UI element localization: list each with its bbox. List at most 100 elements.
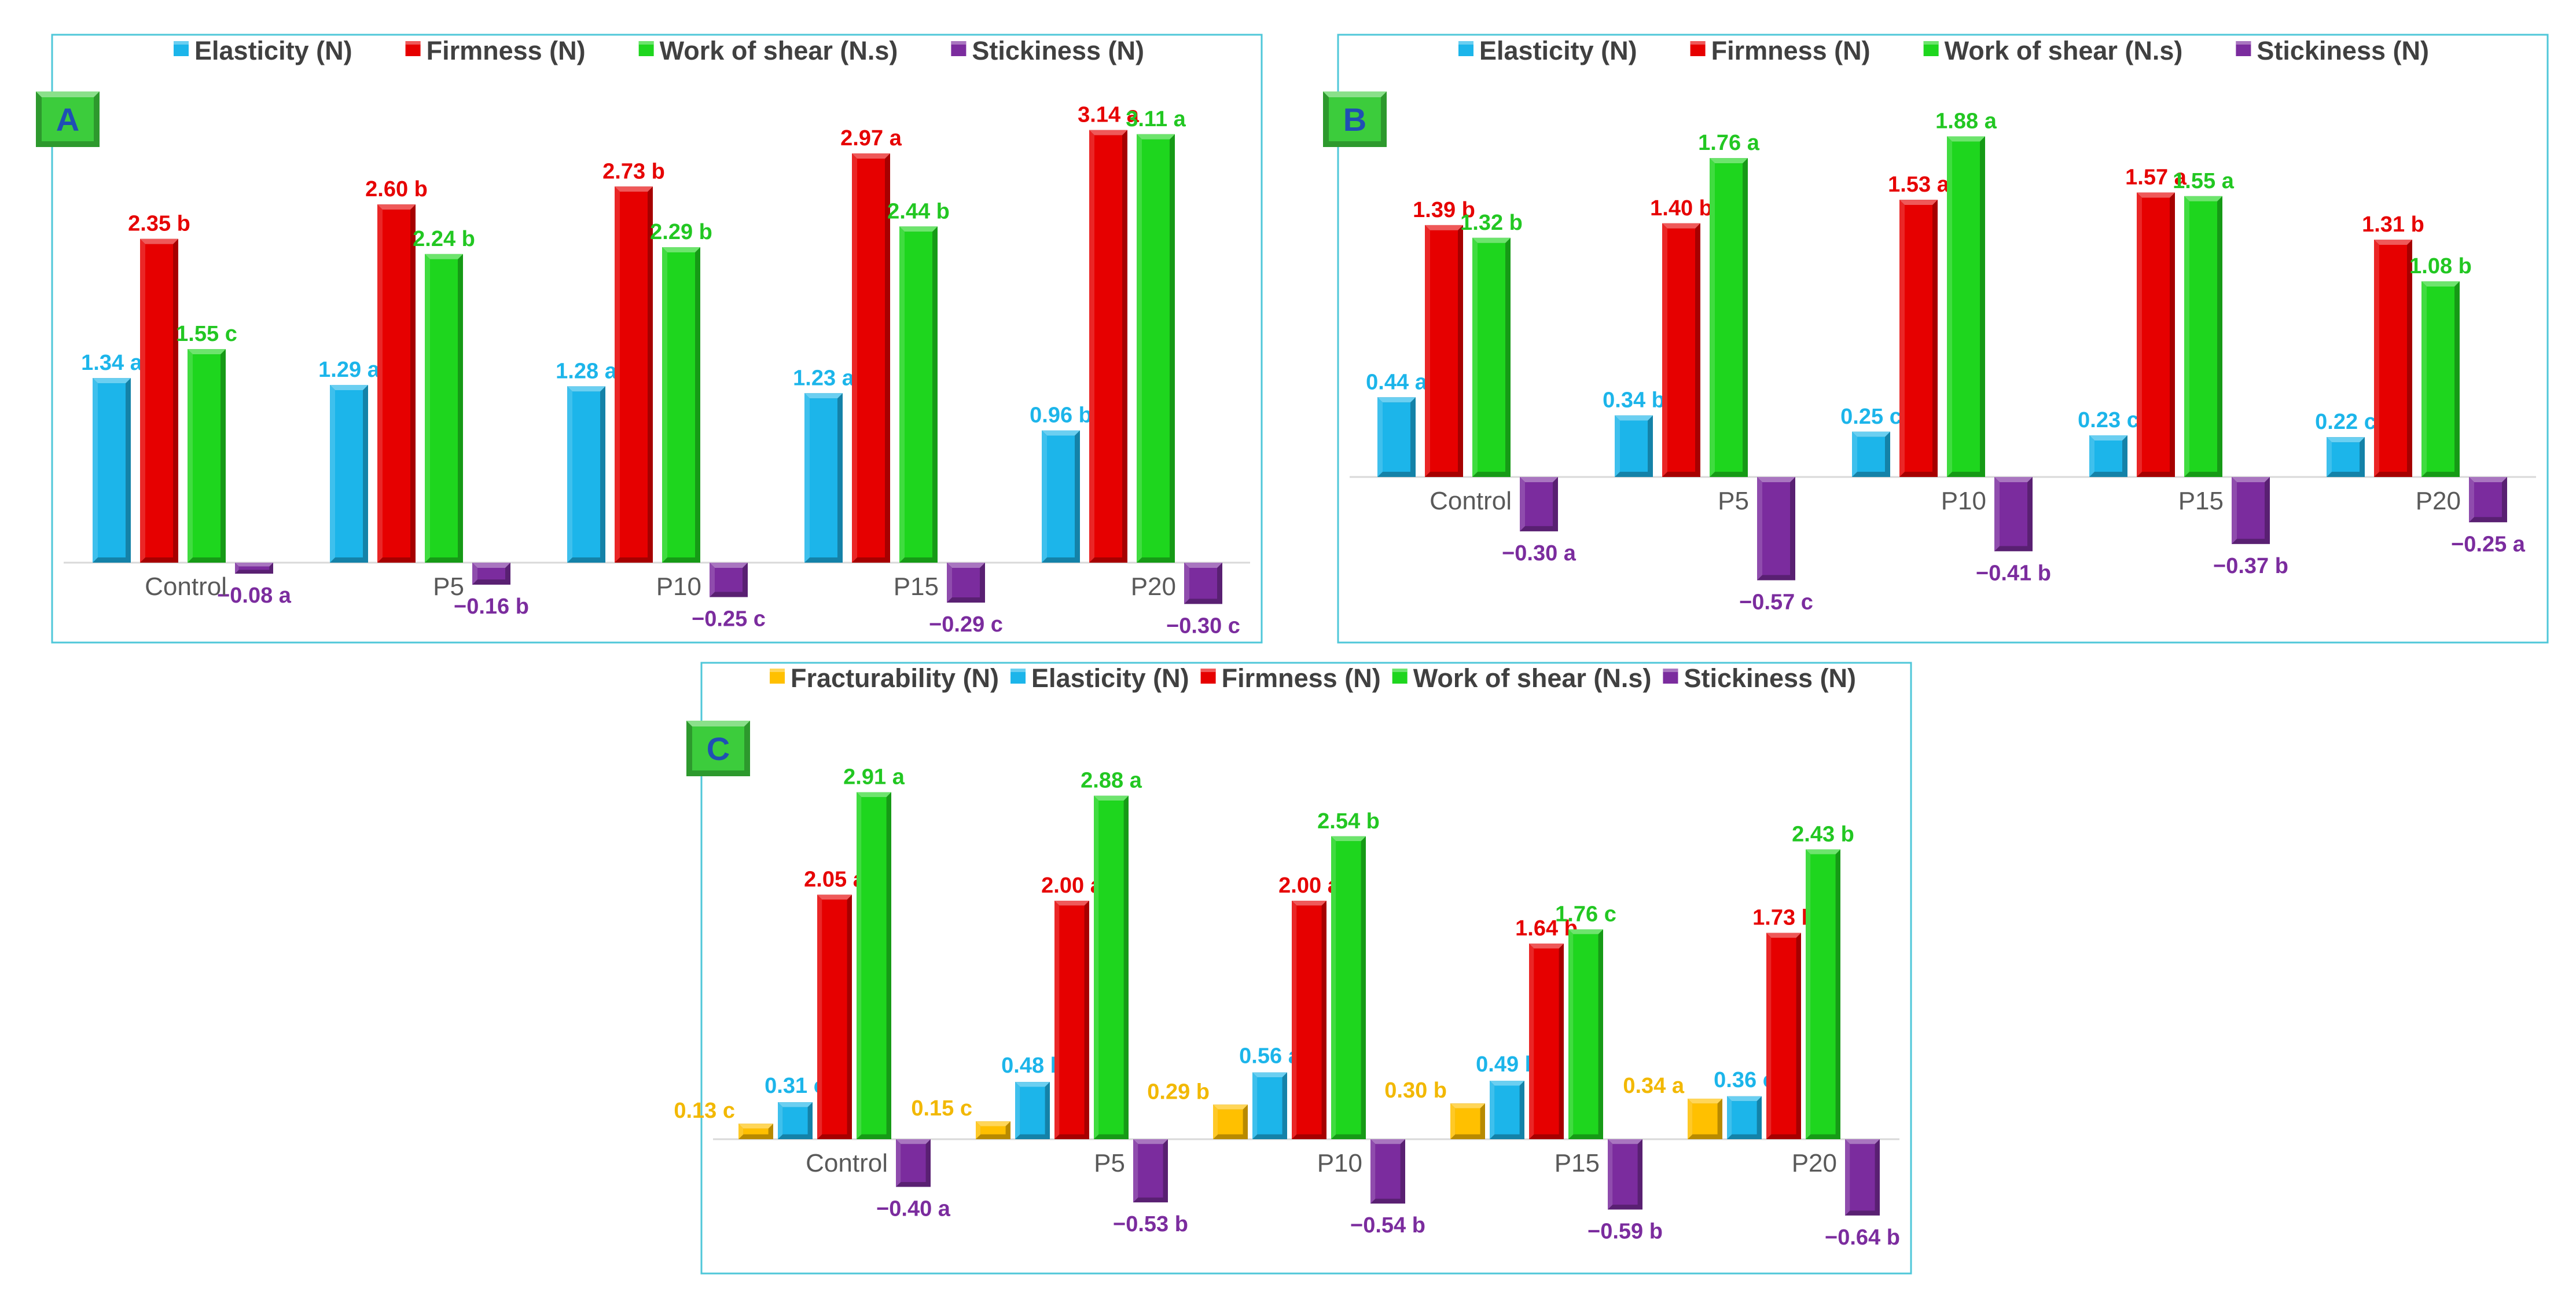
panel-badge: A — [36, 91, 100, 147]
data-label: 1.53 a — [1888, 172, 1950, 197]
bar-firmness-p10 — [1899, 200, 1938, 477]
legend-item-work-of-shear: Work of shear (N.s) — [1923, 36, 2182, 65]
data-label: 0.13 c — [674, 1099, 735, 1123]
bar-firmness-control — [817, 894, 852, 1139]
category-group-p15: 0.23 c 1.57 a1.55 a −0.37 b P15 — [2078, 166, 2288, 578]
data-label: 1.57 a — [2125, 166, 2187, 190]
bar-work-of-shear-p10 — [1947, 136, 1985, 477]
data-label: 2.00 a — [1278, 873, 1340, 898]
data-label: −0.16 b — [454, 594, 529, 619]
data-label: 0.49 b — [1476, 1052, 1538, 1077]
data-label: 1.73 b — [1752, 906, 1815, 930]
data-label: 1.39 b — [1413, 198, 1475, 222]
data-label: 0.96 b — [1030, 403, 1092, 428]
bar-elasticity-p10 — [1252, 1072, 1287, 1139]
x-tick-label: P20 — [1792, 1149, 1837, 1177]
bar-elasticity-p20 — [2327, 437, 2365, 477]
data-label: 0.29 b — [1147, 1080, 1210, 1104]
bar-stickiness-p5 — [1133, 1139, 1168, 1203]
data-label: 1.55 a — [2173, 169, 2235, 193]
category-group-p10: 0.29 b 0.56 a 2.00 a 2.54 b −0.54 b P10 — [1147, 809, 1425, 1238]
bar-firmness-p5 — [377, 204, 416, 563]
data-label: −0.41 b — [1976, 561, 2051, 585]
legend: Fracturability (N) Elasticity (N) Firmness… — [770, 663, 1856, 693]
x-tick-label: P20 — [1131, 572, 1176, 601]
bar-work-of-shear-p20 — [1137, 134, 1175, 563]
data-label: −0.30 a — [1502, 541, 1577, 566]
bar-stickiness-p5 — [472, 563, 510, 585]
data-label: 1.08 b — [2409, 254, 2472, 278]
bar-stickiness-p5 — [1757, 477, 1795, 581]
bar-work-of-shear-p15 — [2184, 196, 2222, 477]
x-tick-label: Control — [145, 572, 227, 601]
x-tick-label: P5 — [1094, 1149, 1125, 1177]
x-tick-label: Control — [806, 1149, 888, 1177]
bar-stickiness-p20 — [1845, 1139, 1880, 1216]
bar-stickiness-p10 — [710, 563, 748, 597]
legend-item-elasticity: Elasticity (N) — [1458, 36, 1637, 65]
data-label: −0.37 b — [2213, 554, 2288, 578]
panel-c: C Fracturability (N) Elasticity (N) Firmnes… — [674, 662, 1912, 1275]
category-group-p15: 0.30 b 0.49 b 1.64 b1.76 c −0.59 b P15 — [1384, 902, 1663, 1243]
data-label: 2.43 b — [1792, 822, 1854, 846]
bar-stickiness-p20 — [2469, 477, 2507, 523]
data-label: 0.31 c — [765, 1074, 826, 1098]
category-group-p5: 0.15 c 0.48 b 2.00 a 2.88 a −0.53 b P5 — [911, 769, 1188, 1236]
bar-work-of-shear-p5 — [1094, 795, 1129, 1139]
legend-item-work-of-shear: Work of shear (N.s) — [638, 36, 898, 65]
bar-firmness-p5 — [1662, 223, 1700, 477]
bar-firmness-p5 — [1054, 901, 1089, 1139]
bar-work-of-shear-p15 — [1568, 929, 1603, 1139]
x-tick-label: P15 — [894, 572, 939, 601]
category-group-p5: 0.34 b 1.40 b 1.76 a −0.57 c P5 — [1603, 131, 1813, 614]
legend-item-stickiness: Stickiness (N) — [951, 36, 1144, 65]
data-label: 0.30 b — [1384, 1078, 1447, 1103]
data-label: 2.44 b — [887, 199, 950, 223]
x-tick-label: P15 — [2178, 487, 2224, 515]
data-label: −0.08 a — [217, 583, 292, 608]
bar-fracturability-p20 — [1688, 1098, 1722, 1139]
x-tick-label: P5 — [433, 572, 464, 601]
bar-elasticity-p20 — [1727, 1096, 1762, 1139]
legend-item-stickiness: Stickiness (N) — [1663, 663, 1856, 693]
data-label: −0.57 c — [1739, 590, 1813, 614]
data-label: 1.64 b — [1515, 916, 1578, 941]
bar-firmness-p20 — [1766, 933, 1801, 1139]
bar-firmness-p20 — [2374, 239, 2412, 477]
legend-label: Fracturability (N) — [791, 663, 999, 693]
data-label: 1.34 a — [81, 351, 143, 375]
data-label: 0.15 c — [911, 1096, 972, 1121]
category-group-p20: 0.96 b 3.14 a3.11 a −0.30 c P20 — [1030, 103, 1240, 638]
data-label: 2.73 b — [602, 159, 665, 183]
bar-fracturability-p10 — [1213, 1104, 1248, 1139]
data-label: 3.14 a — [1078, 103, 1140, 127]
bar-elasticity-p15 — [2089, 435, 2127, 477]
data-label: 0.48 b — [1001, 1054, 1064, 1078]
data-label: 0.34 b — [1603, 388, 1665, 413]
bar-stickiness-p15 — [2232, 477, 2270, 544]
bar-stickiness-p10 — [1994, 477, 2033, 552]
bar-firmness-p15 — [852, 153, 890, 563]
legend-label: Firmness (N) — [1711, 36, 1871, 65]
data-label: 2.97 a — [840, 126, 902, 151]
x-tick-label: P5 — [1718, 487, 1749, 515]
bar-elasticity-p10 — [567, 386, 605, 563]
data-label: 0.56 a — [1239, 1044, 1301, 1069]
data-label: −0.59 b — [1588, 1220, 1663, 1244]
legend-item-fracturability: Fracturability (N) — [770, 663, 999, 693]
bar-elasticity-p15 — [1490, 1081, 1524, 1139]
panel-letter: B — [1343, 101, 1366, 138]
data-label: 2.35 b — [128, 212, 190, 236]
panel-frame — [1337, 34, 2549, 644]
panel-letter: C — [707, 731, 730, 767]
data-label: 0.36 c — [1714, 1068, 1775, 1092]
data-label: 3.11 a — [1126, 107, 1186, 131]
bar-firmness-p20 — [1089, 130, 1127, 563]
bar-fracturability-control — [738, 1124, 773, 1139]
legend-label: Stickiness (N) — [1684, 663, 1856, 693]
data-label: 1.23 a — [793, 366, 855, 390]
data-label: 2.54 b — [1317, 809, 1380, 834]
data-label: 2.24 b — [413, 227, 475, 251]
